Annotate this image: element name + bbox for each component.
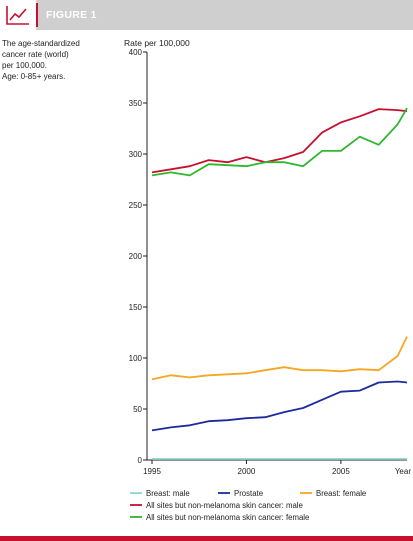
bottom-rule bbox=[0, 536, 413, 541]
series-line-all-sites-but-non-melanoma-skin-cancer-female bbox=[151, 107, 408, 177]
line-chart-icon bbox=[6, 6, 29, 25]
legend-label: Breast: male bbox=[146, 489, 190, 498]
figure-title: FIGURE 1 bbox=[46, 9, 97, 21]
chart-description: The age-standardized cancer rate (world)… bbox=[2, 38, 120, 82]
description-line: cancer rate (world) bbox=[2, 50, 69, 59]
y-tick-label: 250 bbox=[129, 201, 143, 210]
y-tick-label: 200 bbox=[129, 252, 143, 261]
y-tick-label: 50 bbox=[133, 405, 142, 414]
x-tick-label: 2000 bbox=[238, 467, 256, 476]
y-axis-label: Rate per 100,000 bbox=[124, 38, 190, 48]
x-tick-label: 1995 bbox=[143, 467, 161, 476]
x-tick-label: 2005 bbox=[332, 467, 350, 476]
legend-label: All sites but non-melanoma skin cancer: … bbox=[146, 501, 303, 510]
header-divider bbox=[36, 3, 38, 27]
legend-label: All sites but non-melanoma skin cancer: … bbox=[146, 513, 309, 522]
y-tick-label: 100 bbox=[129, 354, 143, 363]
series-line-all-sites-but-non-melanoma-skin-cancer-male bbox=[151, 108, 408, 174]
figure-header: FIGURE 1 bbox=[0, 0, 413, 30]
y-tick-label: 400 bbox=[129, 48, 143, 57]
x-axis-label: Year bbox=[395, 467, 412, 476]
legend-label: Breast: female bbox=[316, 489, 366, 498]
description-line: Age: 0-85+ years. bbox=[2, 72, 66, 81]
description-line: The age-standardized bbox=[2, 39, 80, 48]
y-tick-label: 0 bbox=[138, 456, 143, 465]
series-line-breast-female bbox=[151, 336, 408, 381]
y-tick-label: 350 bbox=[129, 99, 143, 108]
description-line: per 100,000. bbox=[2, 61, 47, 70]
y-tick-label: 150 bbox=[129, 303, 143, 312]
chart-icon-box bbox=[0, 0, 36, 30]
y-tick-label: 300 bbox=[129, 150, 143, 159]
series-line-prostate bbox=[151, 380, 408, 432]
legend-label: Prostate bbox=[234, 489, 263, 498]
